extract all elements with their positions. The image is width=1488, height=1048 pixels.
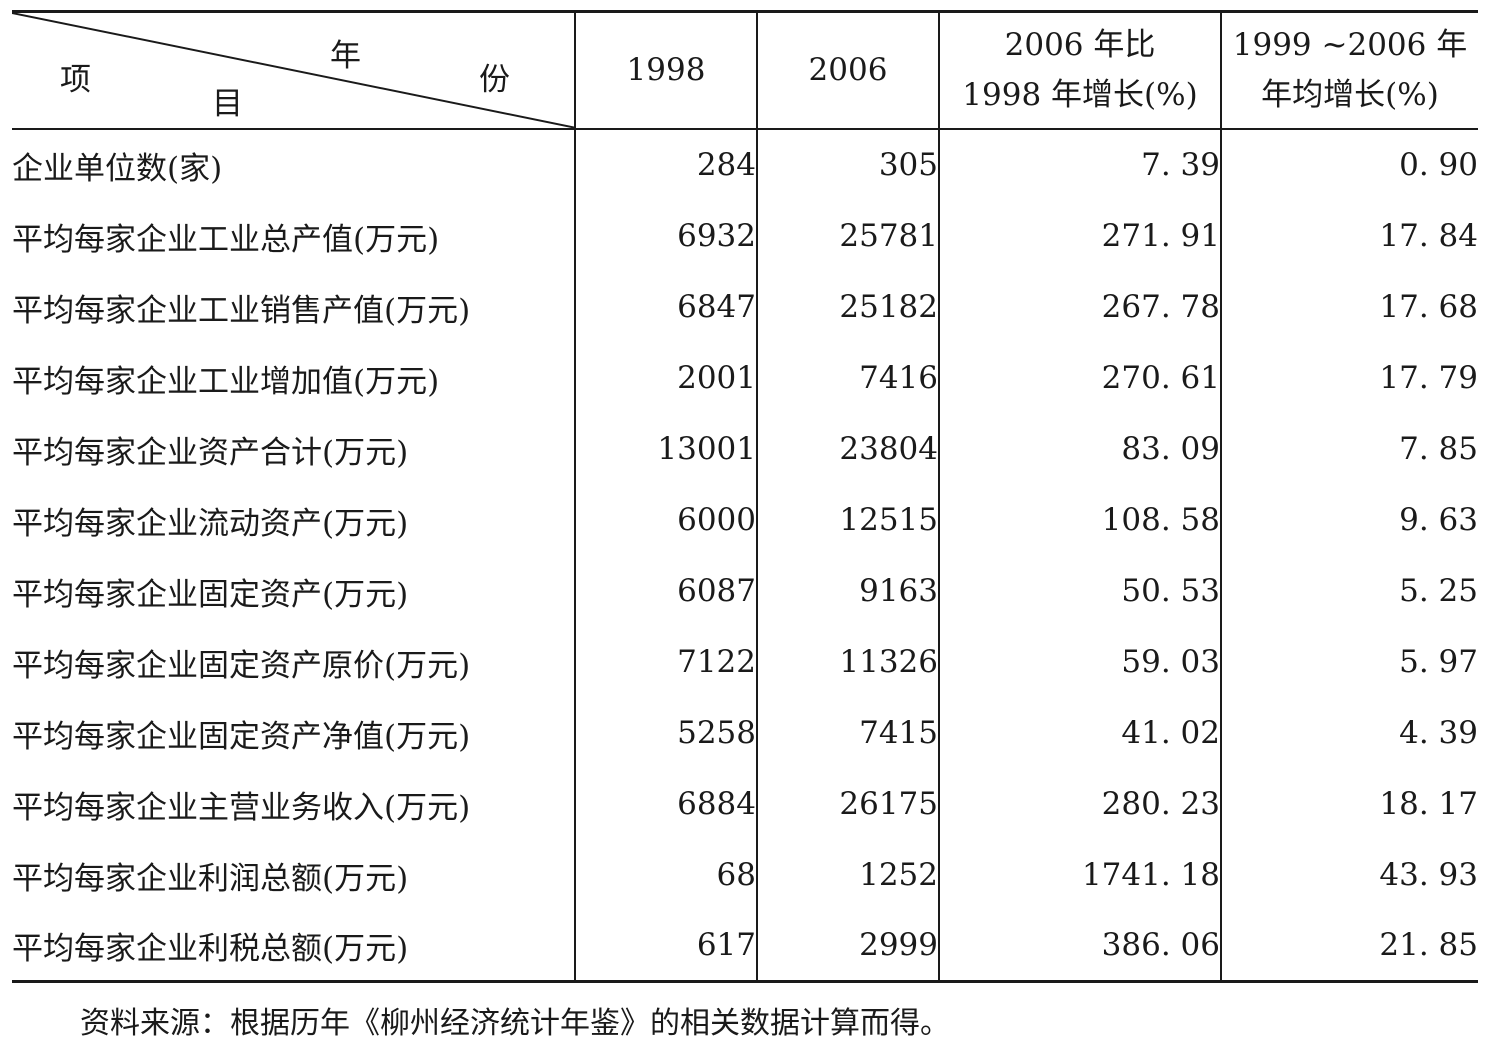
corner-label-item-top: 项 xyxy=(60,62,91,98)
cell-annual-growth: 17. 68 xyxy=(1220,271,1478,343)
row-label: 平均每家企业工业销售产值(万元) xyxy=(12,292,471,329)
cell-growth: 108. 58 xyxy=(938,484,1221,556)
corner-label-year-top: 年 xyxy=(330,38,361,74)
row-label: 平均每家企业固定资产原价(万元) xyxy=(12,647,471,684)
cell-1998: 284 xyxy=(574,128,757,201)
cell-annual-growth: 18. 17 xyxy=(1220,768,1478,840)
cell-growth: 280. 23 xyxy=(938,768,1221,840)
header-growth-line1: 2006 年比 xyxy=(1004,27,1156,64)
cell-annual-growth: 0. 90 xyxy=(1220,128,1478,201)
cell-1998: 7122 xyxy=(574,626,757,698)
corner-header-cell: 项 年 份 目 xyxy=(12,10,575,130)
cell-growth: 83. 09 xyxy=(938,413,1221,485)
header-row: 项 年 份 目 1998 2006 2006 年比 1998 年增长(%) 19… xyxy=(12,10,1478,130)
table-row: 平均每家企业固定资产(万元) 6087 9163 50. 53 5. 25 xyxy=(12,555,1478,627)
cell-2006: 12515 xyxy=(756,484,939,556)
row-label: 平均每家企业利润总额(万元) xyxy=(12,860,409,897)
row-label: 平均每家企业资产合计(万元) xyxy=(12,434,409,471)
cell-growth: 386. 06 xyxy=(938,910,1221,983)
row-label: 平均每家企业固定资产净值(万元) xyxy=(12,718,471,755)
table-row: 平均每家企业工业增加值(万元) 2001 7416 270. 61 17. 79 xyxy=(12,342,1478,414)
table-row: 平均每家企业流动资产(万元) 6000 12515 108. 58 9. 63 xyxy=(12,484,1478,556)
cell-1998: 13001 xyxy=(574,413,757,485)
source-note: 资料来源：根据历年《柳州经济统计年鉴》的相关数据计算而得。 xyxy=(80,1006,950,1041)
row-label: 平均每家企业利税总额(万元) xyxy=(12,910,575,983)
cell-2006: 25781 xyxy=(756,200,939,272)
table-row: 平均每家企业主营业务收入(万元) 6884 26175 280. 23 18. … xyxy=(12,768,1478,840)
cell-growth: 270. 61 xyxy=(938,342,1221,414)
cell-1998: 6884 xyxy=(574,768,757,840)
header-annual-line2: 年均增长(%) xyxy=(1261,77,1439,114)
cell-annual-growth: 5. 97 xyxy=(1220,626,1478,698)
cell-2006: 305 xyxy=(756,128,939,201)
cell-2006: 9163 xyxy=(756,555,939,627)
cell-growth: 271. 91 xyxy=(938,200,1221,272)
cell-annual-growth: 17. 79 xyxy=(1220,342,1478,414)
cell-1998: 6087 xyxy=(574,555,757,627)
header-annual-line1: 1999 ~2006 年 xyxy=(1232,27,1468,64)
cell-1998: 6000 xyxy=(574,484,757,556)
cell-growth: 50. 53 xyxy=(938,555,1221,627)
cell-1998: 6932 xyxy=(574,200,757,272)
header-annual-growth: 1999 ~2006 年 年均增长(%) xyxy=(1220,10,1478,130)
corner-label-year-right: 份 xyxy=(479,62,510,98)
diagonal-divider xyxy=(12,13,574,128)
cell-growth: 7. 39 xyxy=(938,128,1221,201)
table-row: 平均每家企业固定资产原价(万元) 7122 11326 59. 03 5. 97 xyxy=(12,626,1478,698)
cell-annual-growth: 7. 85 xyxy=(1220,413,1478,485)
cell-2006: 25182 xyxy=(756,271,939,343)
cell-annual-growth: 4. 39 xyxy=(1220,697,1478,769)
cell-1998: 2001 xyxy=(574,342,757,414)
cell-2006: 23804 xyxy=(756,413,939,485)
cell-2006: 2999 xyxy=(756,910,939,983)
statistics-table: 项 年 份 目 1998 2006 2006 年比 1998 年增长(%) 19… xyxy=(12,10,1478,983)
cell-growth: 1741. 18 xyxy=(938,839,1221,911)
cell-1998: 68 xyxy=(574,839,757,911)
cell-growth: 267. 78 xyxy=(938,271,1221,343)
cell-growth: 59. 03 xyxy=(938,626,1221,698)
row-label: 平均每家企业工业总产值(万元) xyxy=(12,221,440,258)
row-label: 平均每家企业固定资产(万元) xyxy=(12,576,409,613)
cell-2006: 1252 xyxy=(756,839,939,911)
cell-annual-growth: 9. 63 xyxy=(1220,484,1478,556)
cell-annual-growth: 21. 85 xyxy=(1220,910,1478,983)
corner-label-item-bottom: 目 xyxy=(212,86,243,122)
table-row: 平均每家企业固定资产净值(万元) 5258 7415 41. 02 4. 39 xyxy=(12,697,1478,769)
header-growth: 2006 年比 1998 年增长(%) xyxy=(938,10,1221,130)
table-row: 平均每家企业工业销售产值(万元) 6847 25182 267. 78 17. … xyxy=(12,271,1478,343)
cell-1998: 5258 xyxy=(574,697,757,769)
cell-annual-growth: 5. 25 xyxy=(1220,555,1478,627)
table-row: 平均每家企业资产合计(万元) 13001 23804 83. 09 7. 85 xyxy=(12,413,1478,485)
cell-2006: 11326 xyxy=(756,626,939,698)
table-row: 企业单位数(家) 284 305 7. 39 0. 90 xyxy=(12,128,1478,201)
header-1998: 1998 xyxy=(574,10,757,130)
cell-annual-growth: 17. 84 xyxy=(1220,200,1478,272)
row-label: 平均每家企业主营业务收入(万元) xyxy=(12,789,471,826)
cell-1998: 617 xyxy=(574,910,757,983)
row-label: 企业单位数(家) xyxy=(12,150,223,187)
row-label: 平均每家企业工业增加值(万元) xyxy=(12,363,440,400)
row-label: 平均每家企业流动资产(万元) xyxy=(12,505,409,542)
header-growth-line2: 1998 年增长(%) xyxy=(962,77,1198,114)
cell-growth: 41. 02 xyxy=(938,697,1221,769)
table-row: 平均每家企业利润总额(万元) 68 1252 1741. 18 43. 93 xyxy=(12,839,1478,911)
cell-1998: 6847 xyxy=(574,271,757,343)
table-row: 平均每家企业利税总额(万元) 617 2999 386. 06 21. 85 xyxy=(12,910,1478,983)
cell-2006: 7415 xyxy=(756,697,939,769)
cell-2006: 26175 xyxy=(756,768,939,840)
header-2006: 2006 xyxy=(756,10,939,130)
cell-annual-growth: 43. 93 xyxy=(1220,839,1478,911)
cell-2006: 7416 xyxy=(756,342,939,414)
table-row: 平均每家企业工业总产值(万元) 6932 25781 271. 91 17. 8… xyxy=(12,200,1478,272)
